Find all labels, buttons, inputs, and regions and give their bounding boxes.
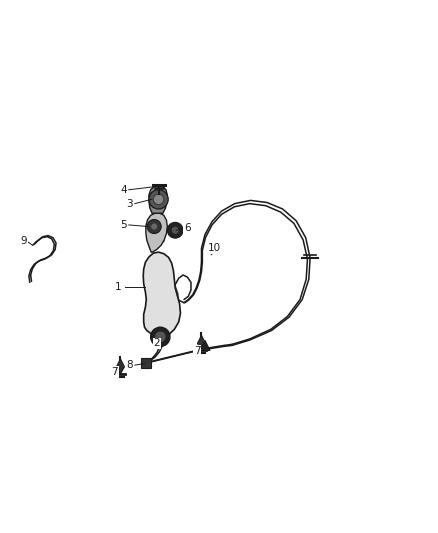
Text: 9: 9 xyxy=(21,237,28,246)
Polygon shape xyxy=(143,252,180,337)
Bar xyxy=(141,358,151,368)
Text: 7: 7 xyxy=(111,367,118,377)
Circle shape xyxy=(153,194,164,205)
Text: 1: 1 xyxy=(115,282,122,292)
Circle shape xyxy=(155,332,166,342)
Text: 10: 10 xyxy=(208,244,221,253)
Text: 5: 5 xyxy=(120,220,127,230)
Text: 4: 4 xyxy=(120,185,127,195)
Circle shape xyxy=(149,190,168,209)
Text: 8: 8 xyxy=(126,360,133,370)
Circle shape xyxy=(167,222,183,238)
Polygon shape xyxy=(146,213,167,252)
Text: 6: 6 xyxy=(184,223,191,233)
Text: 2: 2 xyxy=(153,338,160,348)
Text: 7: 7 xyxy=(194,346,201,356)
Circle shape xyxy=(172,227,179,234)
Polygon shape xyxy=(117,359,124,374)
Polygon shape xyxy=(149,185,167,213)
Polygon shape xyxy=(198,335,205,350)
Circle shape xyxy=(147,220,161,233)
Polygon shape xyxy=(200,341,210,351)
Text: 3: 3 xyxy=(126,199,133,208)
Circle shape xyxy=(151,327,170,346)
Circle shape xyxy=(151,223,157,230)
